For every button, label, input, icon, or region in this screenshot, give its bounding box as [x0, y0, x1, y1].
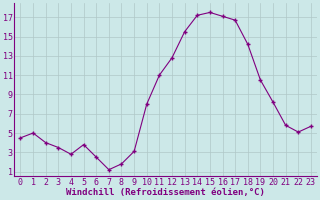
- X-axis label: Windchill (Refroidissement éolien,°C): Windchill (Refroidissement éolien,°C): [66, 188, 265, 197]
